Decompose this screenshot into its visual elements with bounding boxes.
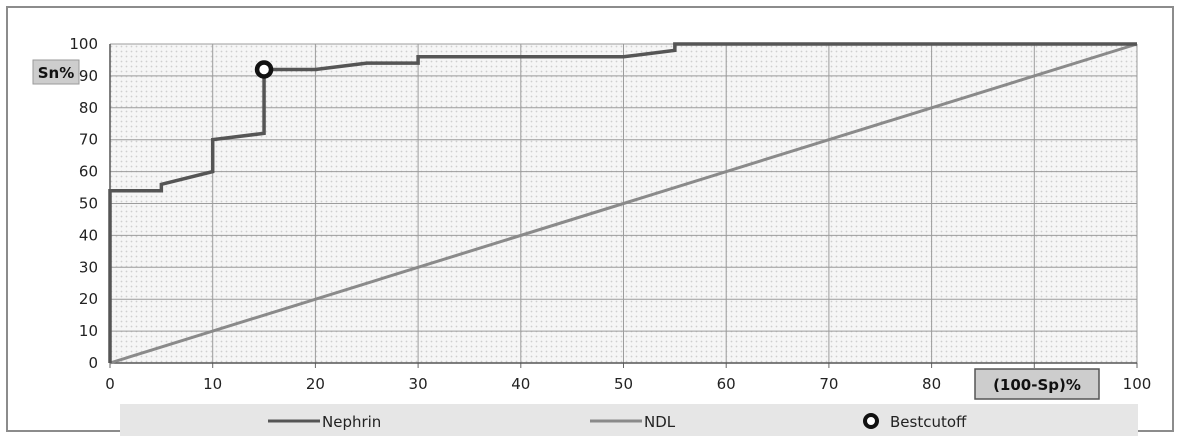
x-tick-label: 50 xyxy=(614,375,633,393)
y-tick-label: 0 xyxy=(88,354,98,372)
x-axis-title: (100-Sp)% xyxy=(993,376,1081,394)
y-tick-label: 50 xyxy=(79,195,98,213)
x-tick-label: 20 xyxy=(306,375,325,393)
y-tick-label: 10 xyxy=(79,322,98,340)
bestcutoff-marker xyxy=(254,60,274,79)
x-tick-label: 30 xyxy=(409,375,428,393)
y-axis-title-box: Sn% xyxy=(32,59,80,85)
tick-labels: 0102030405060708090100010203040506070809… xyxy=(69,35,1151,393)
legend-nephrin-label: Nephrin xyxy=(322,413,381,431)
x-axis-title-box: (100-Sp)% xyxy=(974,368,1100,400)
y-tick-label: 90 xyxy=(79,67,98,85)
y-tick-label: 40 xyxy=(79,226,98,244)
y-tick-label: 60 xyxy=(79,163,98,181)
y-tick-label: 80 xyxy=(79,99,98,117)
x-tick-label: 70 xyxy=(819,375,838,393)
series-line-nephrin xyxy=(108,42,1137,363)
y-tick-label: 30 xyxy=(79,258,98,276)
x-tick-label: 60 xyxy=(717,375,736,393)
x-tick-label: 100 xyxy=(1123,375,1152,393)
markers-layer xyxy=(254,60,274,79)
y-axis-title: Sn% xyxy=(38,64,75,82)
series-layer xyxy=(108,42,1138,365)
y-tick-label: 70 xyxy=(79,131,98,149)
y-tick-label: 100 xyxy=(69,35,98,53)
y-tick-label: 20 xyxy=(79,290,98,308)
series-line-ndl xyxy=(109,42,1138,365)
legend: Nephrin NDL Bestcutoff xyxy=(120,404,1138,436)
x-tick-label: 80 xyxy=(922,375,941,393)
legend-bestcutoff-marker xyxy=(863,413,879,429)
x-tick-label: 40 xyxy=(511,375,530,393)
x-tick-label: 10 xyxy=(203,375,222,393)
x-tick-label: 0 xyxy=(105,375,115,393)
legend-ndl-label: NDL xyxy=(644,413,676,431)
legend-bestcutoff-label: Bestcutoff xyxy=(890,413,967,431)
